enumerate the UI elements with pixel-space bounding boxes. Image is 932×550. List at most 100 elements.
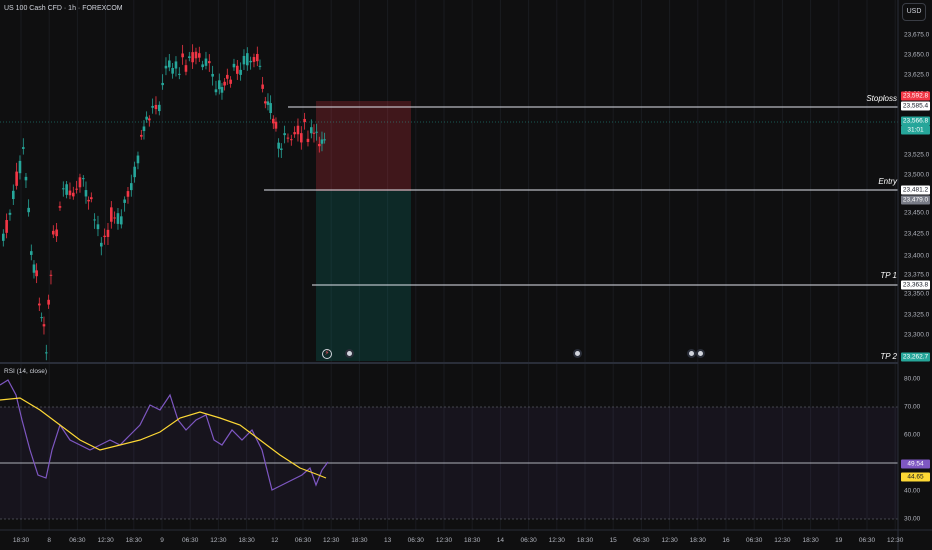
entry-label: Entry	[878, 177, 897, 186]
candle-body	[32, 264, 36, 273]
us-flag-icon[interactable]	[696, 349, 705, 358]
candle-body	[5, 220, 8, 233]
time-axis-label: 06:30	[858, 537, 876, 544]
candle-body	[269, 103, 272, 114]
candle-body	[103, 235, 106, 238]
candle-body	[45, 352, 48, 354]
candle-body	[223, 81, 226, 86]
time-axis-label: 06:30	[520, 537, 537, 544]
current-price-tag: 23,566.8	[901, 116, 930, 126]
time-axis-label: 06:30	[633, 537, 650, 544]
candle-body	[323, 139, 326, 141]
tp2-price-tag: 23,262.7	[901, 352, 930, 362]
candle-body	[136, 155, 140, 164]
us-flag-icon[interactable]	[573, 349, 582, 358]
candlesticks	[2, 44, 326, 361]
candle-body	[93, 219, 96, 221]
candle-body	[38, 303, 41, 306]
price-axis-label: 23,500.0	[904, 171, 930, 179]
candle-body	[283, 133, 286, 136]
price-axis-label: 23,400.0	[904, 252, 930, 260]
price-axis-label: 23,350.0	[904, 290, 930, 298]
price-axis-label: 23,650.0	[904, 51, 930, 59]
price-axis-label: 23,425.0	[904, 230, 930, 238]
rsi-line	[0, 379, 329, 491]
candle-body	[65, 184, 68, 195]
candle-body	[35, 270, 38, 277]
candle-body	[68, 190, 72, 196]
time-axis-label: 16	[722, 537, 730, 544]
candle-body	[2, 233, 5, 241]
candle-body	[90, 197, 93, 200]
lightning-icon[interactable]: ⚡	[322, 349, 332, 359]
rsi-value-tag: 49.54	[901, 459, 930, 469]
candle-body	[242, 55, 246, 65]
time-axis-label: 18:30	[238, 537, 255, 544]
currency-button[interactable]: USD	[902, 3, 926, 21]
candle-body	[55, 229, 58, 237]
candle-body	[151, 105, 154, 108]
candle-body	[181, 53, 184, 58]
candle-body	[280, 148, 283, 150]
candle-body	[164, 65, 168, 69]
candle-body	[201, 64, 204, 68]
candle-body	[8, 212, 12, 215]
us-flag-icon[interactable]	[687, 349, 696, 358]
price-axis-label: 23,375.0	[904, 271, 930, 279]
candle-body	[123, 199, 126, 203]
stoploss-price-tag: 23,585.4	[901, 101, 930, 111]
time-axis-label: 18:30	[802, 537, 819, 544]
candle-body	[142, 126, 146, 132]
candle-body	[12, 190, 15, 200]
time-axis-label: 06:30	[182, 537, 199, 544]
candle-body	[106, 229, 110, 237]
rsi-axis-label: 70.00	[904, 403, 921, 411]
candle-body	[261, 84, 264, 89]
candle-body	[290, 139, 293, 141]
candle-body	[194, 51, 198, 59]
target-zone[interactable]	[316, 191, 411, 361]
candle-body	[18, 160, 22, 174]
time-axis-label: 14	[496, 537, 505, 544]
candle-body	[140, 134, 143, 137]
candle-body	[110, 207, 113, 222]
rsi-axis-label: 30.00	[904, 515, 921, 523]
candle-body	[145, 116, 148, 120]
candle-body	[218, 80, 221, 90]
candle-countdown: 31:01	[901, 125, 930, 135]
candle-body	[249, 60, 252, 63]
us-flag-icon[interactable]	[345, 349, 354, 358]
rsi-ma-value-tag: 44.65	[901, 472, 930, 482]
time-axis-label: 12:30	[323, 537, 340, 544]
candle-body	[266, 101, 270, 105]
time-axis-label: 13	[383, 537, 392, 544]
candle-body	[87, 199, 90, 202]
stoploss-zone[interactable]	[316, 101, 411, 191]
candle-body	[274, 121, 278, 129]
time-axis-label: 19	[835, 537, 843, 544]
time-axis-label: 12:30	[887, 537, 904, 544]
candle-body	[161, 82, 164, 86]
candle-body	[75, 188, 78, 190]
time-axis-label: 12:30	[435, 537, 453, 544]
candle-body	[214, 89, 218, 93]
rsi-indicator-title[interactable]: RSI (14, close)	[4, 368, 47, 375]
price-axis-label: 23,625.0	[904, 71, 930, 79]
tp1-label: TP 1	[880, 271, 897, 280]
candle-body	[239, 69, 242, 75]
symbol-title[interactable]: US 100 Cash CFD · 1h · FOREXCOM	[4, 5, 123, 12]
candle-body	[236, 65, 239, 74]
candle-body	[174, 61, 178, 69]
candle-body	[296, 125, 300, 135]
candle-body	[116, 213, 120, 224]
time-axis-label: 12:30	[661, 537, 678, 544]
candle-body	[15, 171, 18, 186]
candle-body	[272, 118, 275, 124]
candle-body	[58, 206, 62, 208]
candle-body	[303, 118, 306, 123]
candle-body	[133, 166, 136, 178]
candle-body	[204, 58, 208, 66]
price-axis-label: 23,300.0	[904, 331, 930, 339]
time-axis-label: 9	[160, 537, 164, 544]
